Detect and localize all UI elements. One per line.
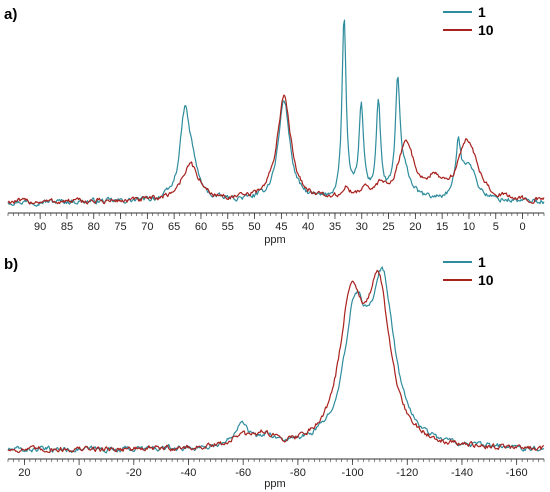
- panel-b-axis: 20 0 -20 -40 -60 -80 -100 -120 -140 -160: [7, 458, 545, 479]
- tick-label-a: 15: [436, 221, 448, 233]
- tick-label-a: 75: [114, 221, 126, 233]
- legend-a-label-1: 1: [478, 4, 486, 20]
- tick-label-b: -60: [235, 467, 251, 479]
- tick-label-b: -100: [342, 467, 364, 479]
- panel-b: b) 20 0 -20 -40 -60 -80 -100 -120 -140 -160 ppm 1…: [4, 254, 545, 490]
- panel-b-legend: 1 10: [443, 254, 494, 288]
- tick-label-a: 20: [409, 221, 421, 233]
- legend-a-label-10: 10: [478, 22, 494, 38]
- spectrum-a-series-10: [7, 94, 545, 205]
- spectrum-a-series-1: [7, 19, 545, 207]
- tick-label-b: -120: [396, 467, 418, 479]
- tick-label-b: 20: [18, 467, 30, 479]
- tick-label-b: -20: [126, 467, 142, 479]
- panel-a-plot: [7, 19, 545, 207]
- tick-label-a: 85: [61, 221, 73, 233]
- panel-a-legend: 1 10: [443, 4, 494, 38]
- tick-label-a: 55: [222, 221, 234, 233]
- tick-label-a: 65: [168, 221, 180, 233]
- tick-label-a: 40: [302, 221, 314, 233]
- legend-b-label-1: 1: [478, 254, 486, 270]
- panel-b-plot: [7, 266, 545, 454]
- panel-a-axis: 90 85 80 75 70 65 60 55 50 45 40 35 30 25 20 15 10 5 0: [7, 212, 545, 233]
- tick-label-b: 0: [76, 467, 82, 479]
- tick-label-b: -160: [506, 467, 528, 479]
- tick-label-a: 10: [463, 221, 475, 233]
- tick-label-a: 35: [329, 221, 341, 233]
- tick-label-b: -40: [181, 467, 197, 479]
- tick-label-a: 30: [356, 221, 368, 233]
- legend-b-label-10: 10: [478, 272, 494, 288]
- tick-label-a: 25: [382, 221, 394, 233]
- tick-label-a: 0: [519, 221, 525, 233]
- spectrum-b-series-10: [7, 269, 545, 454]
- tick-label-a: 5: [493, 221, 499, 233]
- tick-label-a: 70: [141, 221, 153, 233]
- panel-a: a) 90 85 80 75 70 65 60 55 50 45 40 35 30 25 20 15 10 5 0 …: [4, 4, 545, 246]
- tick-label-a: 80: [88, 221, 100, 233]
- panel-a-x-axis-title: ppm: [264, 234, 285, 246]
- tick-label-a: 45: [275, 221, 287, 233]
- tick-label-b: -140: [451, 467, 473, 479]
- panel-a-label: a): [4, 6, 17, 23]
- tick-label-a: 50: [248, 221, 260, 233]
- panel-b-x-axis-title: ppm: [264, 478, 285, 490]
- tick-label-a: 90: [34, 221, 46, 233]
- tick-label-b: -80: [290, 467, 306, 479]
- spectrum-b-series-1: [7, 266, 545, 454]
- panel-b-label: b): [4, 256, 18, 273]
- tick-label-a: 60: [195, 221, 207, 233]
